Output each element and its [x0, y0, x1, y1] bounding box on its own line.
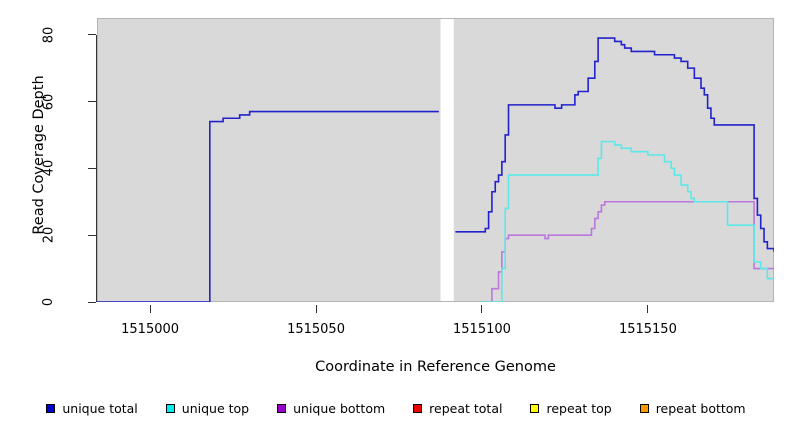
legend-label: unique top — [181, 400, 250, 416]
legend-swatch-icon — [639, 403, 649, 413]
y-tick-label-text: 60 — [40, 93, 56, 110]
legend-swatch-icon — [165, 403, 175, 413]
legend-item-repeat-top[interactable]: repeat top — [530, 400, 612, 416]
panel-border — [97, 18, 774, 302]
series-line-unique-top — [481, 140, 774, 302]
legend-label: repeat bottom — [655, 400, 746, 416]
y-tick-label-text: 20 — [40, 226, 56, 244]
x-tick-mark — [149, 305, 151, 313]
x-axis-title: Coordinate in Reference Genome — [315, 359, 556, 375]
y-axis-line — [96, 34, 97, 302]
y-tick-label: 80 — [19, 26, 79, 43]
y-tick-mark — [88, 101, 96, 103]
y-axis-title: Read Coverage Depth — [31, 75, 47, 235]
plot-svg — [97, 18, 774, 302]
x-tick-mark — [315, 305, 317, 313]
legend-item-unique-top[interactable]: unique top — [165, 400, 250, 416]
legend-label: repeat total — [429, 400, 503, 416]
legend-swatch-icon — [277, 403, 287, 413]
y-tick-label: 60 — [19, 93, 79, 110]
y-tick-mark — [88, 301, 96, 303]
legend-item-repeat-bottom[interactable]: repeat bottom — [639, 400, 746, 416]
legend-swatch-icon — [413, 403, 423, 413]
legend-label: unique bottom — [293, 400, 386, 416]
legend-swatch-icon — [530, 403, 540, 413]
panel-background — [97, 18, 774, 302]
chart-legend: unique total unique top unique bottom repea… — [0, 398, 792, 418]
y-tick-label: 0 — [19, 295, 79, 309]
legend-item-unique-bottom[interactable]: unique bottom — [277, 401, 385, 416]
x-tick-label: 1515150 — [618, 322, 677, 337]
x-tick-mark — [481, 305, 483, 313]
legend-item-unique-total[interactable]: unique total — [46, 400, 138, 416]
series-line-unique-total — [455, 37, 774, 252]
y-tick-mark — [88, 167, 96, 169]
x-tick-label: 1515100 — [453, 322, 511, 337]
y-tick-label-text: 80 — [40, 26, 56, 43]
plot-panel — [97, 18, 774, 302]
y-tick-label-text: 0 — [41, 297, 56, 307]
series-line-unique-total — [97, 110, 439, 302]
legend-swatch-icon — [46, 403, 56, 413]
x-tick-label: 1515050 — [287, 322, 345, 337]
y-tick-label: 40 — [19, 160, 79, 177]
y-tick-mark — [88, 34, 96, 36]
x-tick-mark — [647, 305, 649, 313]
y-tick-label-text: 40 — [40, 160, 56, 177]
y-tick-mark — [88, 234, 96, 236]
legend-label: repeat top — [546, 400, 612, 416]
axis-break-band — [440, 19, 454, 301]
legend-item-repeat-total[interactable]: repeat total — [413, 401, 502, 416]
legend-label: unique total — [62, 400, 138, 416]
y-tick-label: 20 — [19, 226, 79, 244]
x-tick-label: 1515000 — [121, 322, 180, 337]
